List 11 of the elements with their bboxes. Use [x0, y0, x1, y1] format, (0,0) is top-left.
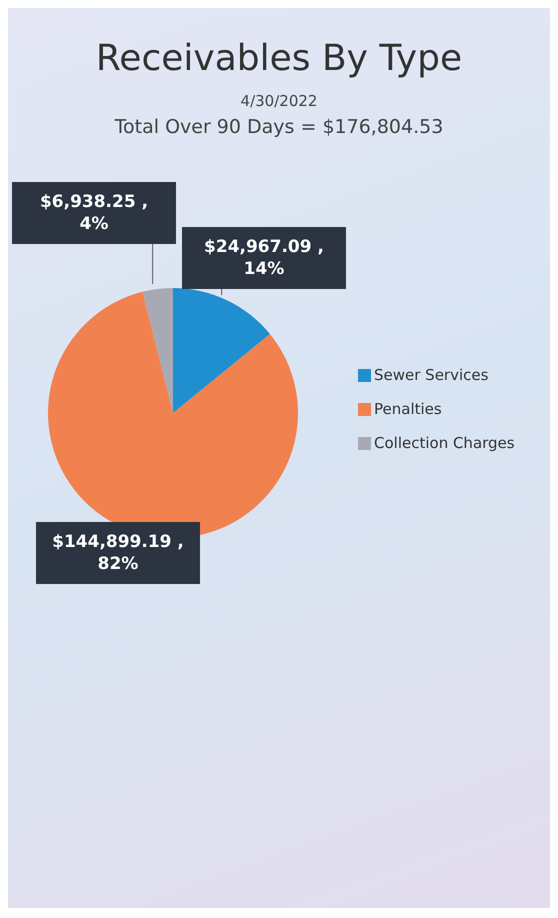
- chart-subtitle: 4/30/2022: [240, 92, 318, 110]
- legend-label: Sewer Services: [374, 366, 488, 384]
- chart-title: Receivables By Type: [94, 38, 464, 79]
- data-label: $144,899.19 , 82%: [52, 532, 184, 574]
- legend-label: Collection Charges: [374, 434, 515, 452]
- pie-slice: [142, 288, 173, 413]
- pie-slice: [173, 288, 270, 413]
- data-label: $24,967.09 , 14%: [204, 237, 324, 279]
- legend-label: Penalties: [374, 400, 442, 418]
- text: Total Over 90 Days = $176,804.53: [114, 116, 444, 138]
- data-label: $6,938.25 , 4%: [40, 192, 148, 234]
